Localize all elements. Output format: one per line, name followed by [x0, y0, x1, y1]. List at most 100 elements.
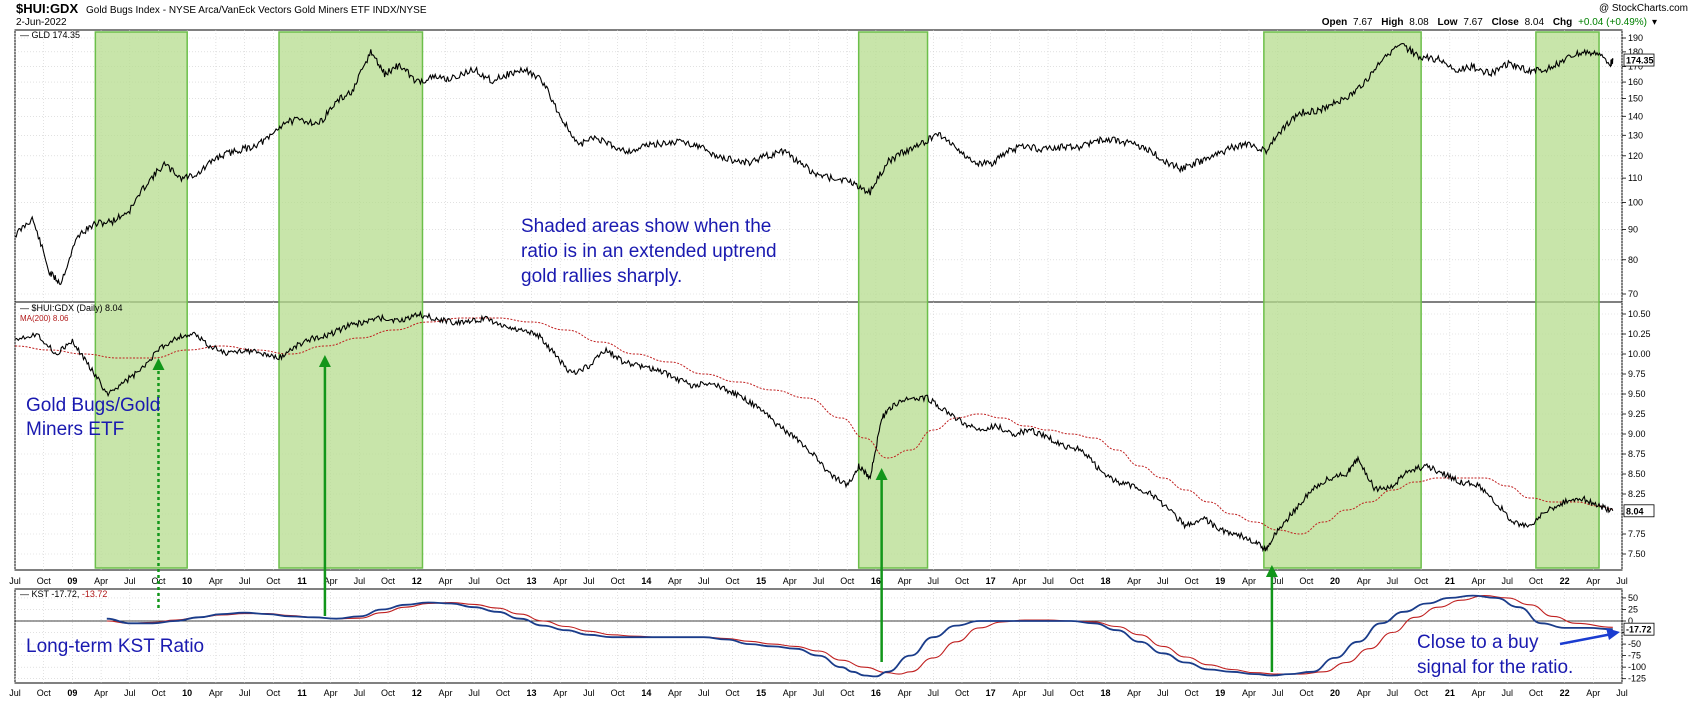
- header-bg: [0, 0, 1700, 30]
- shaded-period-1: [94, 31, 188, 569]
- gld-yaxis-tick-label: 180: [1628, 47, 1643, 57]
- xaxis-upper-month-label: Jul: [813, 576, 825, 586]
- xaxis-upper-month-label: Jul: [1501, 576, 1513, 586]
- gld-panel-label: — GLD 174.35: [20, 30, 80, 40]
- shaded-period-5: [1535, 31, 1600, 569]
- ratio-last-value: 8.04: [1626, 506, 1644, 516]
- ratio-yaxis-tick-label: 7.75: [1628, 529, 1646, 539]
- xaxis-upper-month-label: Oct: [955, 576, 970, 586]
- xaxis-lower-month-label: Oct: [1185, 688, 1200, 698]
- xaxis-upper-month-label: Jul: [928, 576, 940, 586]
- xaxis-lower-month-label: Apr: [1242, 688, 1256, 698]
- xaxis-lower-month-label: Jul: [1272, 688, 1284, 698]
- xaxis-upper-month-label: Oct: [37, 576, 52, 586]
- xaxis-lower-year-label: 09: [67, 688, 77, 698]
- shaded-period-3: [857, 31, 929, 569]
- xaxis-lower-month-label: Jul: [354, 688, 366, 698]
- annotation-shaded-areas: Shaded areas show when the ratio is in a…: [521, 216, 782, 287]
- xaxis-lower-year-label: 10: [182, 688, 192, 698]
- kst-yaxis-tick-label: -75: [1628, 651, 1641, 661]
- xaxis-lower-month-label: Jul: [1157, 688, 1169, 698]
- kst-signal-label: -13.72: [82, 589, 108, 599]
- symbol-description: Gold Bugs Index - NYSE Arca/VanEck Vecto…: [86, 5, 427, 16]
- xaxis-upper-year-label: 22: [1560, 576, 1570, 586]
- xaxis-upper-month-label: Oct: [1529, 576, 1544, 586]
- xaxis-upper-year-label: 18: [1100, 576, 1110, 586]
- xaxis-lower-year-label: 22: [1560, 688, 1570, 698]
- xaxis-upper-month-label: Apr: [1012, 576, 1026, 586]
- kst-yaxis-tick-label: 50: [1628, 593, 1638, 603]
- buy-signal-arrow-shaft: [1559, 632, 1613, 646]
- xaxis-upper-month-label: Jul: [698, 576, 710, 586]
- xaxis-upper-month-label: Oct: [1070, 576, 1085, 586]
- close-label: Close: [1492, 17, 1520, 28]
- xaxis-lower-month-label: Oct: [1529, 688, 1544, 698]
- xaxis-upper-month-label: Apr: [668, 576, 682, 586]
- chg-label: Chg: [1553, 17, 1572, 28]
- kst-last-value: -17.72: [1626, 625, 1652, 635]
- annotation-shaded-line-1: Shaded areas show when the: [521, 216, 771, 237]
- green-arrow-head-2: [318, 355, 331, 367]
- xaxis-lower-month-label: Apr: [324, 688, 338, 698]
- kst-yaxis-tick-label: 25: [1628, 604, 1638, 614]
- xaxis-lower-month-label: Apr: [898, 688, 912, 698]
- xaxis-lower-month-label: Jul: [124, 688, 136, 698]
- open-value: 7.67: [1353, 17, 1373, 28]
- xaxis-lower-month-label: Jul: [928, 688, 940, 698]
- xaxis-upper-year-label: 14: [641, 576, 651, 586]
- xaxis-upper-year-label: 20: [1330, 576, 1340, 586]
- green-arrow-head-3: [875, 468, 888, 480]
- gld-yaxis-tick-label: 150: [1628, 94, 1643, 104]
- xaxis-lower-month-label: Oct: [37, 688, 52, 698]
- xaxis-upper-month-label: Apr: [1586, 576, 1600, 586]
- xaxis-lower-month-label: Oct: [151, 688, 166, 698]
- xaxis-upper-month-label: Apr: [94, 576, 108, 586]
- xaxis-upper-month-label: Apr: [783, 576, 797, 586]
- xaxis-upper-month-label: Jul: [9, 576, 21, 586]
- kst-yaxis-tick-label: 0: [1628, 616, 1633, 626]
- xaxis-upper-month-label: Apr: [1242, 576, 1256, 586]
- xaxis-upper-year-label: 15: [756, 576, 766, 586]
- xaxis-lower-month-label: Apr: [209, 688, 223, 698]
- xaxis-upper-year-label: 13: [527, 576, 537, 586]
- xaxis-upper-month-label: Jul: [583, 576, 595, 586]
- xaxis-upper-year-label: 12: [412, 576, 422, 586]
- xaxis-upper-month-label: Oct: [1299, 576, 1314, 586]
- ratio-yaxis-tick-label: 9.00: [1628, 429, 1646, 439]
- xaxis-upper-month-label: Jul: [1272, 576, 1284, 586]
- gld-price-line: [14, 42, 1614, 286]
- low-label: Low: [1438, 17, 1458, 28]
- kst-label: — KST -17.72,: [20, 589, 79, 599]
- ratio-yaxis-tick-label: 8.75: [1628, 449, 1646, 459]
- xaxis-lower-month-label: Jul: [239, 688, 251, 698]
- gld-yaxis-tick-label: 90: [1628, 225, 1638, 235]
- kst-signal-line: [106, 595, 1613, 675]
- ratio-yaxis-tick-label: 9.50: [1628, 389, 1646, 399]
- xaxis-lower-month-label: Jul: [813, 688, 825, 698]
- ratio-yaxis-tick-label: 8.50: [1628, 469, 1646, 479]
- xaxis-lower-year-label: 16: [871, 688, 881, 698]
- annotation-buy-line-1: Close to a buy: [1417, 632, 1539, 653]
- collapse-icon[interactable]: ▾: [1652, 17, 1657, 28]
- annotation-ratio-line-1: Gold Bugs/Gold: [26, 395, 160, 416]
- xaxis-lower-year-label: 18: [1100, 688, 1110, 698]
- symbol-title: $HUI:GDX: [16, 1, 78, 16]
- ratio-yaxis-tick-label: 9.25: [1628, 409, 1646, 419]
- xaxis-lower-month-label: Oct: [381, 688, 396, 698]
- xaxis-lower-month-label: Apr: [1472, 688, 1486, 698]
- annotation-ratio-line-2: Miners ETF: [26, 419, 124, 440]
- xaxis-lower-year-label: 11: [297, 688, 307, 698]
- xaxis-lower-month-label: Apr: [783, 688, 797, 698]
- xaxis-upper-month-label: Jul: [239, 576, 251, 586]
- xaxis-lower-month-label: Jul: [9, 688, 21, 698]
- gld-yaxis-tick-label: 120: [1628, 151, 1643, 161]
- ratio-last-value-box: [1623, 504, 1655, 518]
- xaxis-lower-month-label: Jul: [698, 688, 710, 698]
- gld-yaxis-tick-label: 110: [1628, 173, 1642, 183]
- gld-last-value: 174.35: [1626, 56, 1654, 66]
- xaxis-upper-year-label: 09: [67, 576, 77, 586]
- quote-summary: Open 7.67 High 8.08 Low 7.67 Close 8.04 …: [1322, 17, 1647, 28]
- xaxis-upper-month-label: Oct: [1185, 576, 1200, 586]
- xaxis-lower-year-label: 14: [641, 688, 651, 698]
